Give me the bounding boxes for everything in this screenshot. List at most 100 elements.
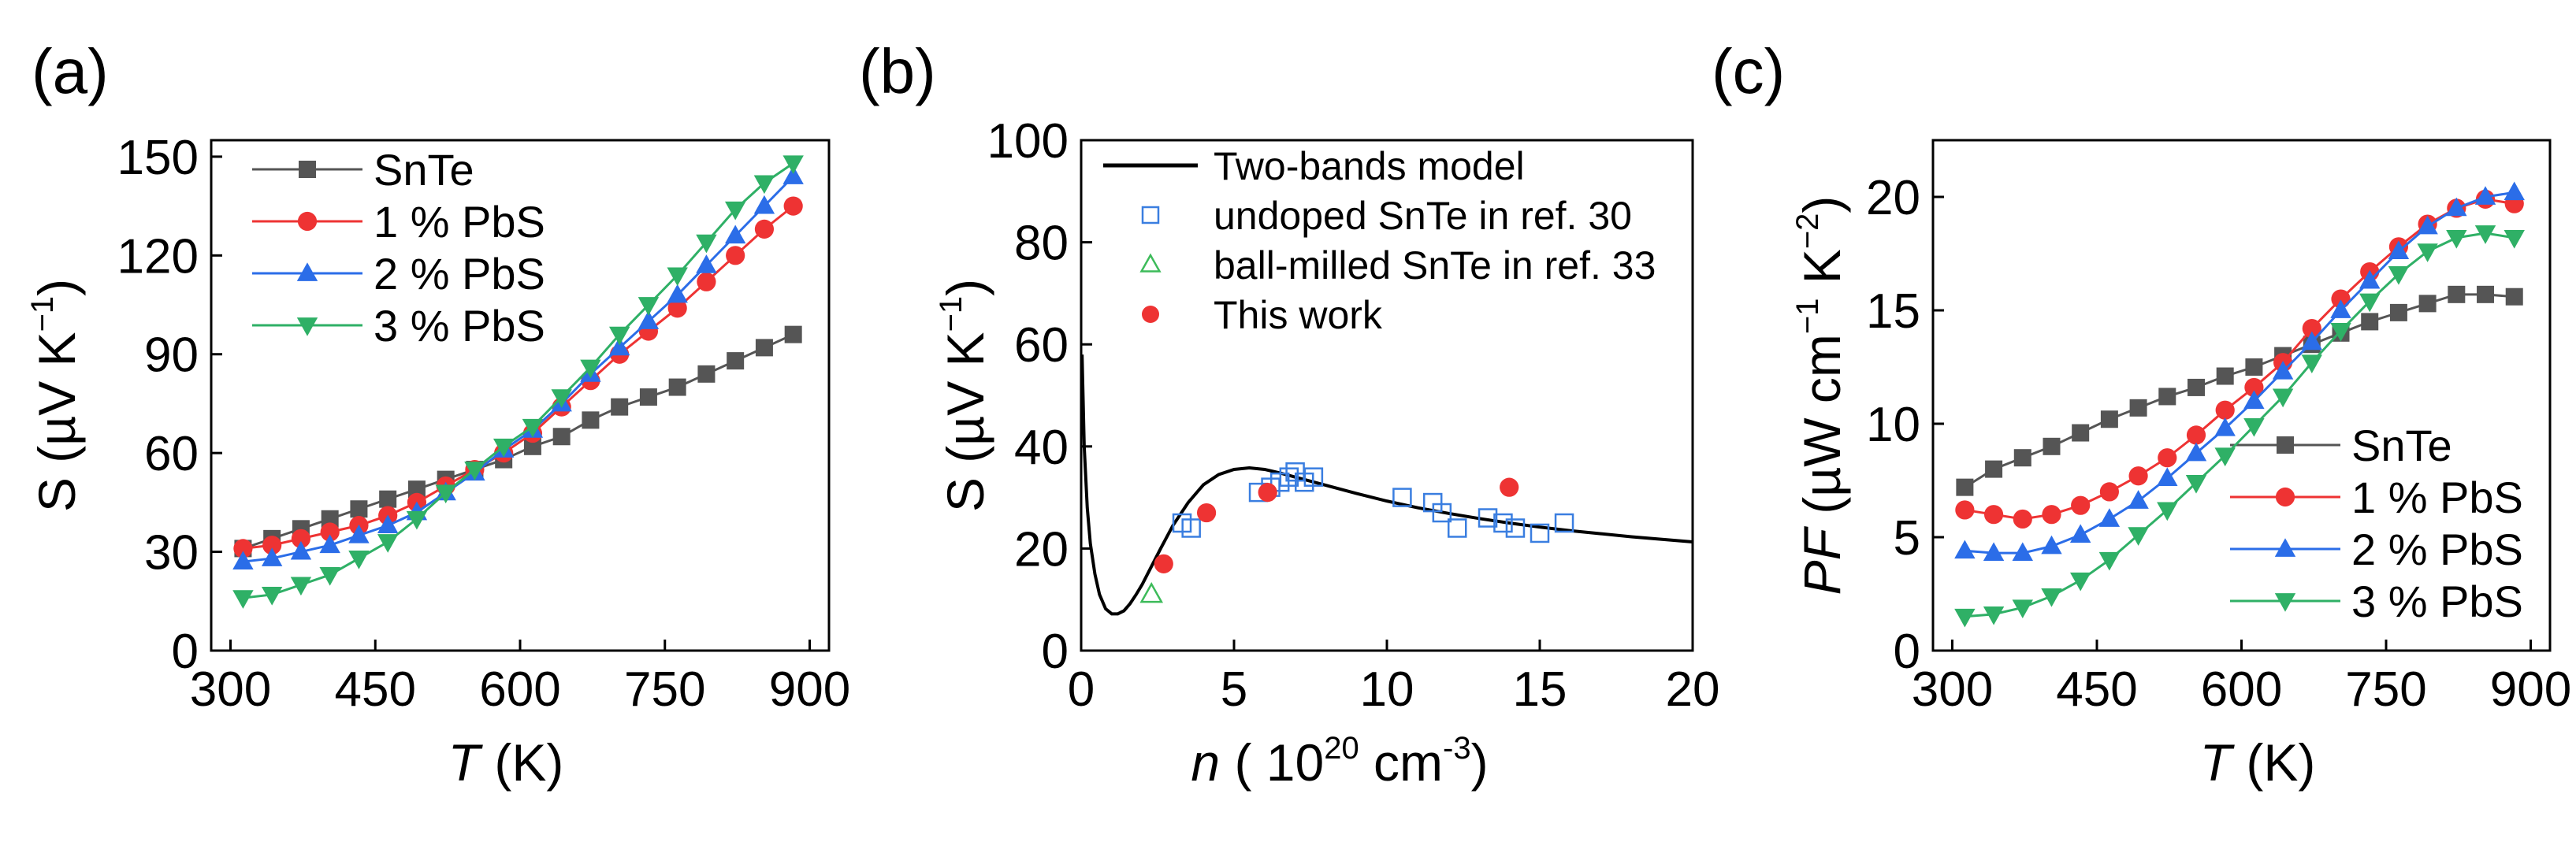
data-point (1954, 608, 1976, 628)
data-point (1955, 500, 1975, 520)
data-point (1983, 606, 2005, 625)
data-point (2331, 289, 2351, 309)
data-point (377, 534, 399, 553)
data-point (464, 462, 485, 480)
data-point (783, 196, 803, 216)
x-tick-label: 300 (1912, 662, 1993, 717)
data-point (724, 224, 746, 244)
data-point (784, 325, 802, 343)
data-point (697, 365, 716, 383)
y-tick-label: 10 (1866, 398, 1920, 452)
y-tick-label: 60 (144, 427, 199, 481)
legend-marker (2274, 593, 2296, 612)
data-point (2157, 502, 2178, 521)
data-point (2098, 508, 2121, 527)
data-point (1530, 523, 1550, 543)
data-point (608, 336, 630, 356)
data-point (1505, 518, 1526, 538)
data-point (2013, 449, 2031, 467)
data-point (348, 551, 370, 569)
legend-label: 2 % PbS (374, 249, 545, 299)
x-tick-label: 750 (2345, 662, 2426, 717)
data-point (2272, 361, 2294, 380)
data-point (1154, 554, 1173, 573)
data-point (2215, 400, 2235, 420)
data-point (319, 534, 340, 554)
y-tick-label: 15 (1866, 284, 1920, 339)
data-point (2216, 367, 2234, 385)
data-point (608, 326, 630, 346)
legend-marker (2275, 487, 2295, 507)
data-point (523, 437, 541, 455)
data-point (2245, 358, 2263, 376)
data-point (2185, 474, 2207, 494)
x-axis-label: n ( 1020 cm-3) (1191, 731, 1488, 792)
data-point (348, 524, 370, 543)
data-point (493, 438, 515, 458)
data-point (2505, 287, 2523, 306)
y-tick-label: 60 (1014, 318, 1069, 373)
x-tick-label: 10 (1360, 662, 1414, 717)
data-point (2417, 243, 2438, 262)
y-tick-label: 150 (117, 131, 199, 185)
y-axis-label: S (µV K−1) (25, 279, 86, 512)
data-point (2071, 495, 2091, 515)
data-point (2187, 378, 2205, 396)
legend-marker (1139, 253, 1162, 273)
data-point (551, 389, 572, 408)
data-point (2157, 467, 2178, 487)
legend-marker (296, 262, 318, 281)
data-point (319, 566, 340, 586)
data-point (2012, 599, 2033, 619)
data-point (1392, 488, 1412, 507)
data-point (639, 388, 657, 406)
data-point (2043, 437, 2061, 455)
y-tick-label: 20 (1866, 171, 1920, 225)
x-tick-label: 15 (1513, 662, 1567, 717)
data-point (727, 352, 745, 370)
data-point (2128, 490, 2149, 509)
data-point (2417, 215, 2438, 235)
data-point (2330, 299, 2351, 318)
data-point (232, 590, 254, 609)
data-point (1554, 513, 1574, 533)
data-point (2042, 505, 2061, 525)
data-point (2186, 425, 2206, 445)
data-point (2041, 588, 2062, 607)
data-point (1478, 508, 1498, 528)
data-point (552, 428, 571, 446)
legend-label: SnTe (374, 145, 474, 195)
data-point (637, 310, 660, 329)
panel-label: (c) (1712, 36, 1785, 106)
x-axis-label: T (K) (448, 733, 564, 792)
data-point (2072, 424, 2090, 442)
data-point (1196, 503, 1217, 523)
data-point (2418, 295, 2437, 313)
data-point (1258, 483, 1277, 503)
legend-marker (1141, 206, 1160, 224)
legend-marker (297, 211, 318, 232)
y-tick-label: 20 (1014, 522, 1069, 577)
legend-label: 1 % PbS (374, 197, 545, 247)
data-point (233, 539, 253, 558)
data-point (2302, 318, 2321, 339)
legend-label: 1 % PbS (2351, 473, 2523, 522)
data-point (2244, 377, 2264, 398)
legend-label: 3 % PbS (374, 301, 545, 351)
data-point (726, 246, 745, 265)
data-point (2446, 197, 2467, 217)
y-axis-label: S (µV K−1) (934, 279, 994, 512)
data-point (2214, 447, 2236, 467)
data-point (2388, 240, 2410, 260)
legend-marker (299, 161, 316, 178)
model-curve (1080, 354, 1693, 616)
y-tick-label: 120 (117, 229, 199, 284)
x-tick-label: 20 (1666, 662, 1720, 717)
data-point (2128, 527, 2149, 546)
data-point (1181, 518, 1201, 538)
data-point (2158, 388, 2176, 406)
data-point (2389, 303, 2407, 321)
x-tick-label: 900 (2490, 662, 2571, 717)
y-tick-label: 90 (144, 328, 199, 383)
data-point (2069, 524, 2091, 543)
